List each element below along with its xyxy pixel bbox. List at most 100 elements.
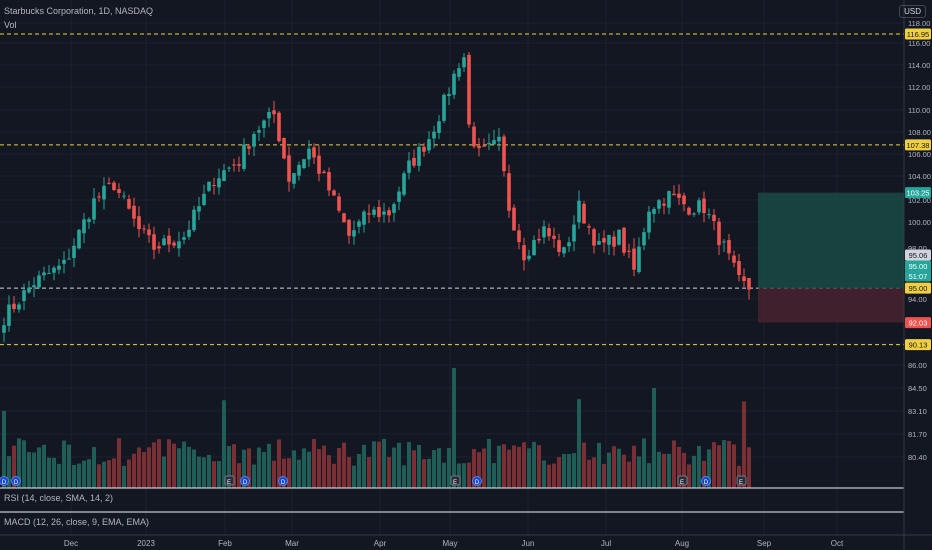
volume-bar [332,463,336,488]
earnings-marker-icon[interactable]: E [736,475,747,486]
volume-bar [532,441,536,488]
volume-bar [712,442,716,488]
y-tick-label: 106.00 [908,150,931,159]
volume-bar [87,459,91,488]
level-90-tag [905,339,931,351]
candle-body [162,238,166,246]
candle-body [362,211,366,225]
candle-body [287,155,291,182]
candle-body [307,148,311,160]
volume-bar [97,464,101,488]
candle-body [447,93,451,97]
y-tick-label: 83.10 [908,407,927,416]
volume-bar [612,446,616,488]
volume-bar [602,463,606,488]
volume-bar [122,465,126,488]
dividend-marker-icon[interactable]: D [701,476,711,487]
candle-body [92,198,96,220]
dividend-marker-icon[interactable]: D [11,476,21,487]
volume-bar [302,448,306,488]
candle-body [32,285,36,288]
earnings-marker-icon[interactable]: E [450,475,461,486]
volume-bar [167,439,171,488]
volume-bar [342,442,346,488]
macd-label[interactable]: MACD (12, 26, close, 9, EMA, EMA) [4,517,150,527]
symbol-title[interactable]: Starbucks Corporation, 1D, NASDAQ [4,6,154,16]
dividend-marker-icon[interactable]: D [0,476,9,487]
dividend-marker-icon[interactable]: D [240,476,250,487]
svg-text:D: D [475,480,480,486]
volume-bar [727,440,731,488]
candle-body [452,73,456,95]
x-tick-label: Sep [757,539,772,548]
y-tick-label: 116.00 [908,39,930,48]
volume-bar [37,447,41,488]
dividend-marker-icon[interactable]: D [472,476,482,487]
volume-bar [567,453,571,488]
candle-body [257,130,261,133]
x-tick-label: 2023 [137,539,155,548]
candle-body [227,167,231,169]
x-tick-label: Aug [675,539,689,548]
candle-body [277,112,281,142]
candle-body [202,193,206,205]
volume-bar [282,458,286,488]
candle-body [552,235,556,239]
earnings-marker-icon[interactable]: E [677,475,688,486]
candle-body [652,208,656,214]
candle-body [482,145,486,147]
volume-bar [452,368,456,488]
candle-body [142,228,146,230]
y-tick-label: 108.00 [908,128,931,137]
candle-body [352,230,356,237]
candle-body [687,207,691,215]
volume-bar [542,460,546,488]
volume-bar [572,453,576,488]
volume-bar [427,458,431,488]
candle-body [722,241,726,243]
vol-label[interactable]: Vol [4,20,17,30]
candle-body [712,214,716,222]
volume-bar [322,445,326,488]
stop-price-tag-text: 92.03 [909,319,928,328]
rsi-label[interactable]: RSI (14, close, SMA, 14, 2) [4,493,114,503]
y-tick-label: 94.00 [908,295,927,304]
candle-body [522,245,526,261]
earnings-marker-icon[interactable]: E [224,475,235,486]
candle-body [222,170,226,182]
candle-body [197,206,201,212]
volume-bar [317,449,321,488]
horizontal-levels[interactable] [0,33,904,346]
x-tick-label: Dec [64,539,78,548]
volume-bar [442,462,446,488]
candle-body [567,242,571,247]
candle-body [22,290,26,302]
volume-bar [407,442,411,488]
candle-body [317,155,321,174]
candle-body [577,200,581,223]
volume-bar [662,453,666,488]
position-zones[interactable] [758,192,904,323]
volume-bar [117,438,121,488]
volume-bar [297,459,301,488]
dividend-marker-icon[interactable]: D [278,476,288,487]
volume-bar [462,463,466,488]
currency-button[interactable]: USD [899,5,926,18]
y-tick-label: 100.00 [908,218,931,227]
candle-body [607,235,611,245]
candle-body [57,265,61,270]
volume-bar [692,455,696,488]
y-tick-label: 98.00 [908,244,927,253]
candle-body [657,200,661,209]
candle-body [7,304,11,326]
volume-bar [197,456,201,488]
candle-body [677,193,681,198]
candle-body [702,198,706,214]
volume-bar [377,441,381,488]
volume-bar [437,448,441,488]
candle-body [667,191,671,208]
volume-bar [642,438,646,488]
volume-bar [187,446,191,488]
